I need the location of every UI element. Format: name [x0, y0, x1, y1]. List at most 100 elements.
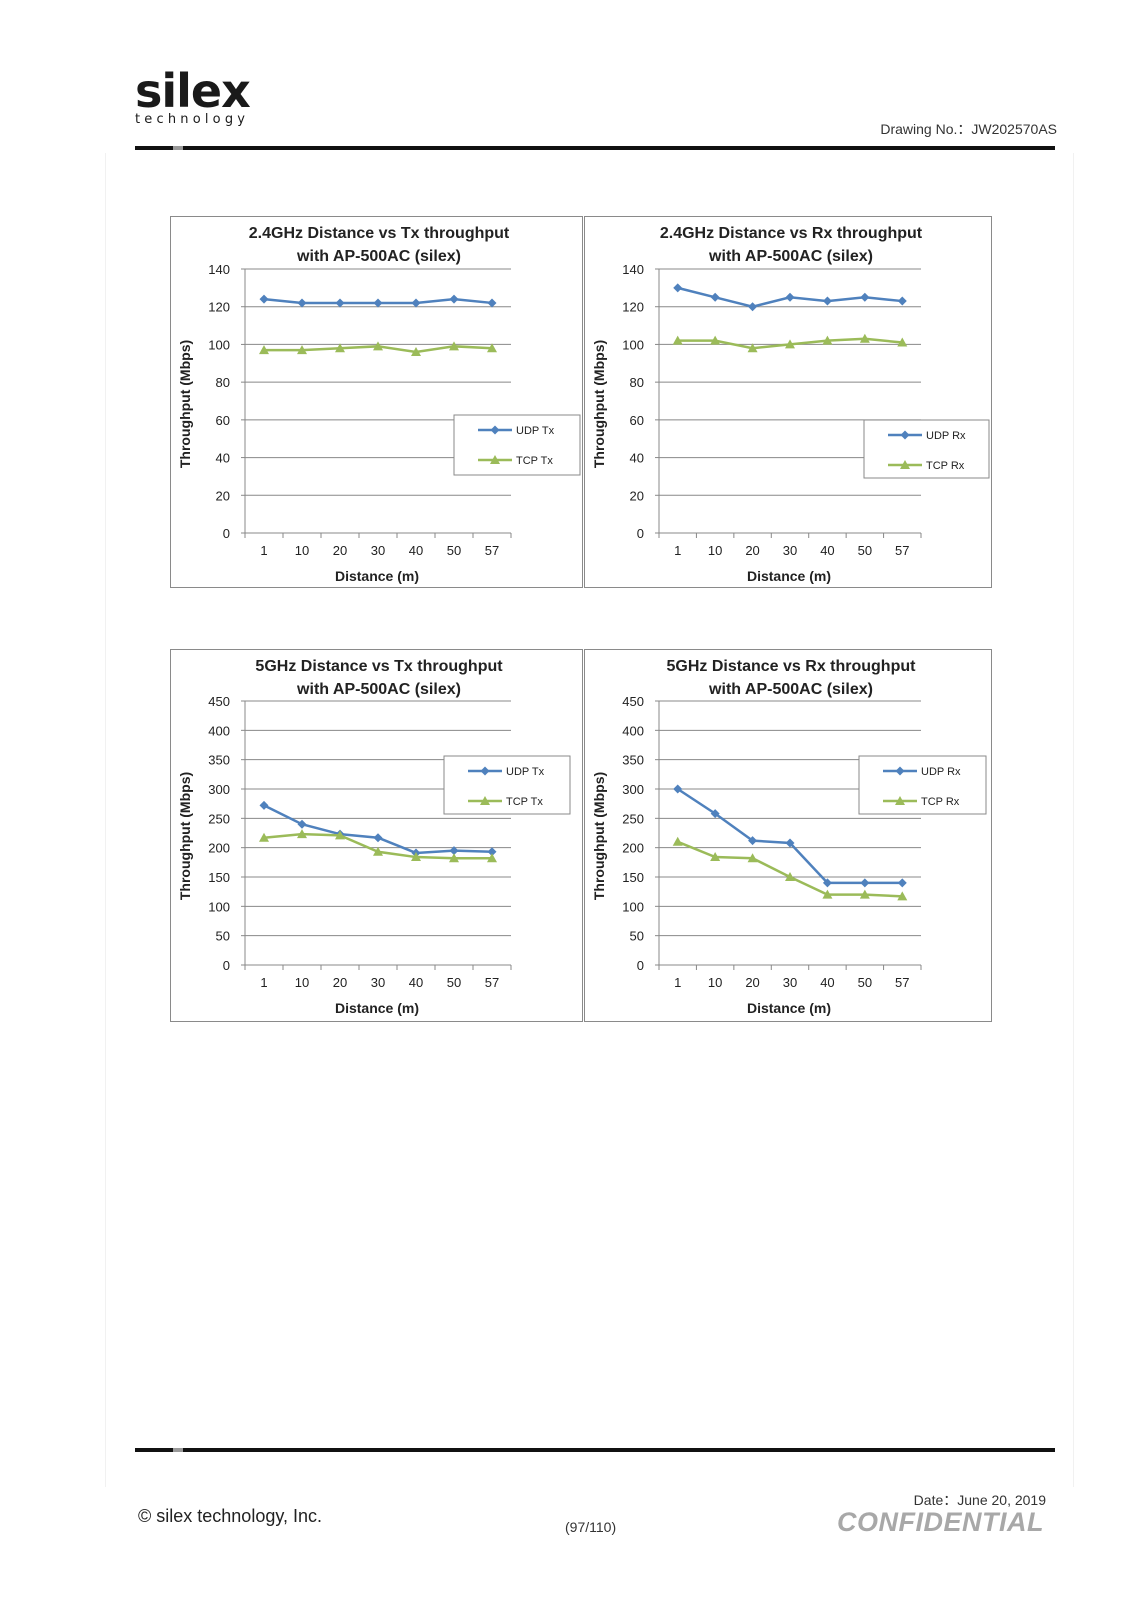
data-point [487, 847, 497, 857]
y-tick-label: 100 [622, 337, 644, 352]
y-tick-label: 40 [216, 451, 230, 466]
x-tick-label: 1 [260, 543, 267, 558]
data-point [411, 852, 421, 862]
y-axis-label: Throughput (Mbps) [591, 772, 607, 900]
data-point [411, 346, 421, 356]
y-tick-label: 140 [622, 262, 644, 277]
data-point [897, 337, 908, 347]
logo-subtitle: technology [135, 112, 250, 127]
x-tick-label: 30 [783, 543, 797, 558]
x-tick-label: 1 [674, 975, 681, 990]
footer-rule [135, 1448, 1055, 1452]
x-tick-label: 20 [333, 975, 347, 990]
data-point [672, 335, 683, 345]
y-tick-label: 450 [622, 694, 644, 709]
data-point [373, 341, 383, 351]
chart-24ghz-tx-svg: 2.4GHz Distance vs Tx throughput with AP-… [177, 225, 581, 584]
data-point [822, 296, 832, 306]
x-axis-label: Distance (m) [747, 568, 831, 584]
data-point [822, 335, 833, 345]
data-point [710, 292, 720, 302]
chart-title: with AP-500AC (silex) [708, 681, 873, 698]
x-tick-label: 10 [295, 975, 309, 990]
x-tick-label: 20 [745, 543, 759, 558]
data-point [373, 846, 383, 856]
data-point [822, 878, 832, 888]
data-point [487, 343, 497, 353]
x-tick-label: 50 [447, 543, 461, 558]
data-point [859, 333, 870, 343]
data-point [748, 302, 758, 312]
data-point [897, 891, 908, 901]
y-tick-label: 0 [637, 526, 644, 541]
data-point [487, 853, 497, 863]
x-tick-label: 30 [371, 975, 385, 990]
y-tick-label: 80 [630, 375, 644, 390]
data-point [748, 836, 758, 846]
x-axis-label: Distance (m) [335, 1000, 419, 1016]
series-line [677, 840, 903, 898]
y-tick-label: 100 [208, 899, 230, 914]
y-tick-label: 60 [630, 413, 644, 428]
page-number: (97/110) [565, 1519, 617, 1535]
data-point [449, 341, 459, 351]
data-point [259, 345, 269, 355]
x-tick-label: 50 [447, 975, 461, 990]
y-tick-label: 0 [223, 526, 230, 541]
data-point [335, 298, 345, 308]
x-tick-label: 20 [333, 543, 347, 558]
y-tick-label: 100 [208, 337, 230, 352]
y-tick-label: 120 [622, 300, 644, 315]
chart-title: with AP-500AC (silex) [296, 248, 461, 265]
data-point [297, 298, 307, 308]
data-point [822, 889, 833, 899]
legend-label: UDP Tx [516, 425, 555, 437]
y-tick-label: 350 [622, 753, 644, 768]
chart-24ghz-rx: 2.4GHz Distance vs Rx throughput with AP-… [584, 216, 992, 588]
y-tick-label: 20 [630, 488, 644, 503]
data-point [411, 298, 421, 308]
x-tick-label: 20 [745, 975, 759, 990]
company-logo: silex technology [135, 68, 251, 127]
x-tick-label: 30 [783, 975, 797, 990]
data-point [373, 298, 383, 308]
data-point [710, 335, 721, 345]
legend-label: TCP Tx [516, 455, 553, 467]
x-tick-label: 1 [260, 975, 267, 990]
chart-title: with AP-500AC (silex) [296, 681, 461, 698]
data-point [297, 345, 307, 355]
x-tick-label: 40 [820, 543, 834, 558]
y-tick-label: 120 [208, 300, 230, 315]
data-point [449, 846, 459, 856]
y-axis-label: Throughput (Mbps) [591, 340, 607, 468]
x-tick-label: 30 [371, 543, 385, 558]
x-tick-label: 50 [858, 543, 872, 558]
data-point [672, 836, 683, 846]
legend-label: TCP Tx [506, 796, 543, 808]
data-point [710, 852, 721, 862]
data-point [785, 339, 795, 349]
y-tick-label: 350 [208, 753, 230, 768]
data-point [747, 343, 758, 353]
x-tick-label: 1 [674, 543, 681, 558]
chart-5ghz-rx-svg: 5GHz Distance vs Rx throughput with AP-50… [591, 658, 987, 1016]
data-point [259, 800, 269, 810]
document-date: Date：June 20, 2019 [913, 1492, 1046, 1508]
legend-label: TCP Rx [921, 796, 960, 808]
data-point [673, 784, 683, 794]
chart-5ghz-tx: 5GHz Distance vs Tx throughput with AP-50… [170, 649, 583, 1022]
chart-title: 2.4GHz Distance vs Tx throughput [249, 225, 510, 242]
data-point [373, 833, 383, 843]
legend-box [443, 755, 571, 815]
legend-marker [900, 430, 910, 440]
chart-title: with AP-500AC (silex) [708, 248, 873, 265]
x-tick-label: 57 [485, 543, 499, 558]
data-point [259, 832, 269, 842]
x-tick-label: 40 [820, 975, 834, 990]
legend-label: UDP Rx [926, 430, 966, 442]
data-point [860, 878, 870, 888]
chart-24ghz-tx: 2.4GHz Distance vs Tx throughput with AP-… [170, 216, 583, 588]
x-tick-label: 10 [295, 543, 309, 558]
x-tick-label: 57 [895, 543, 909, 558]
data-point [487, 298, 497, 308]
